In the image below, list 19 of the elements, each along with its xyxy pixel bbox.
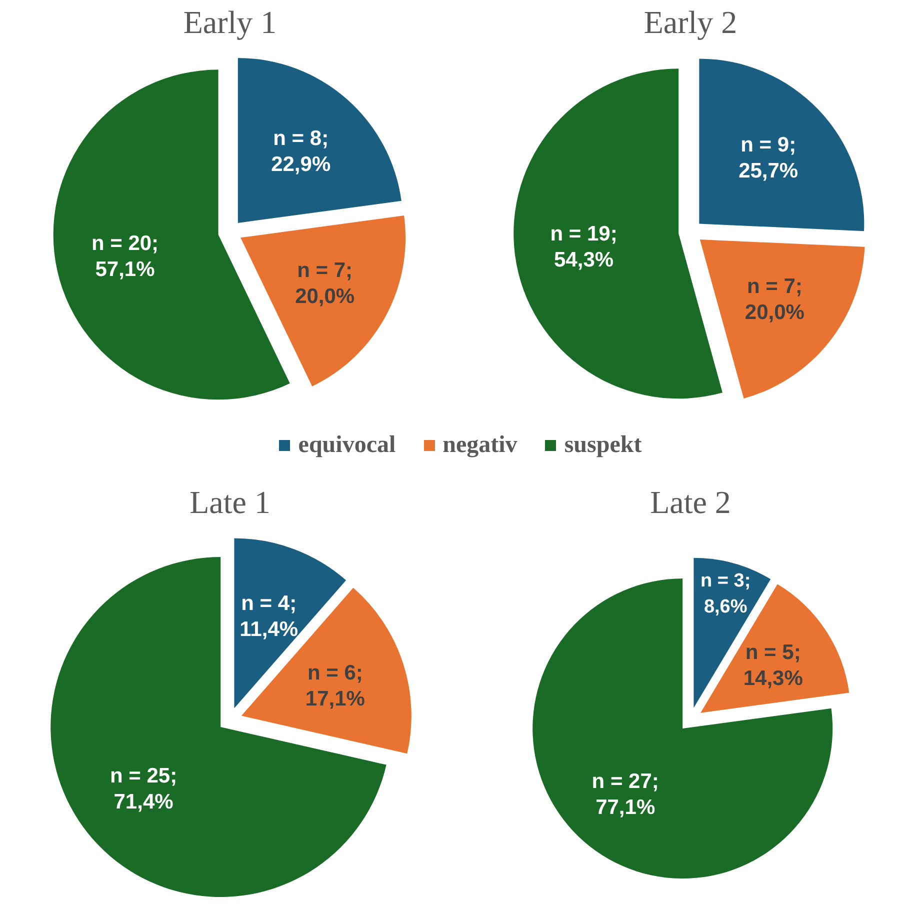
legend-label: suspekt [564,432,642,458]
data-label: n = 5; 14,3% [743,640,804,690]
chart-title: Early 1 [182,3,278,42]
data-label: n = 25; 71,4% [110,764,178,814]
data-label: n = 7; 20,0% [744,275,805,324]
chart-title: Early 2 [642,3,738,42]
chart-title: Late 1 [188,483,272,522]
data-label: n = 7; 20,0% [295,259,355,308]
data-label: n = 27; 77,1% [592,770,659,820]
data-label: n = 20; 57,1% [91,232,159,281]
legend-label: negativ [442,432,518,458]
data-label: n = 19; 54,3% [550,222,618,272]
data-label: n = 6; 17,1% [305,661,366,710]
data-label: n = 3; 8,6% [700,570,751,618]
data-label: n = 9; 25,7% [738,134,798,183]
data-label: n = 8; 22,9% [271,126,331,176]
legend-label: equivocal [298,432,396,458]
chart-title: Late 2 [649,483,732,522]
data-label: n = 4; 11,4% [240,592,298,641]
